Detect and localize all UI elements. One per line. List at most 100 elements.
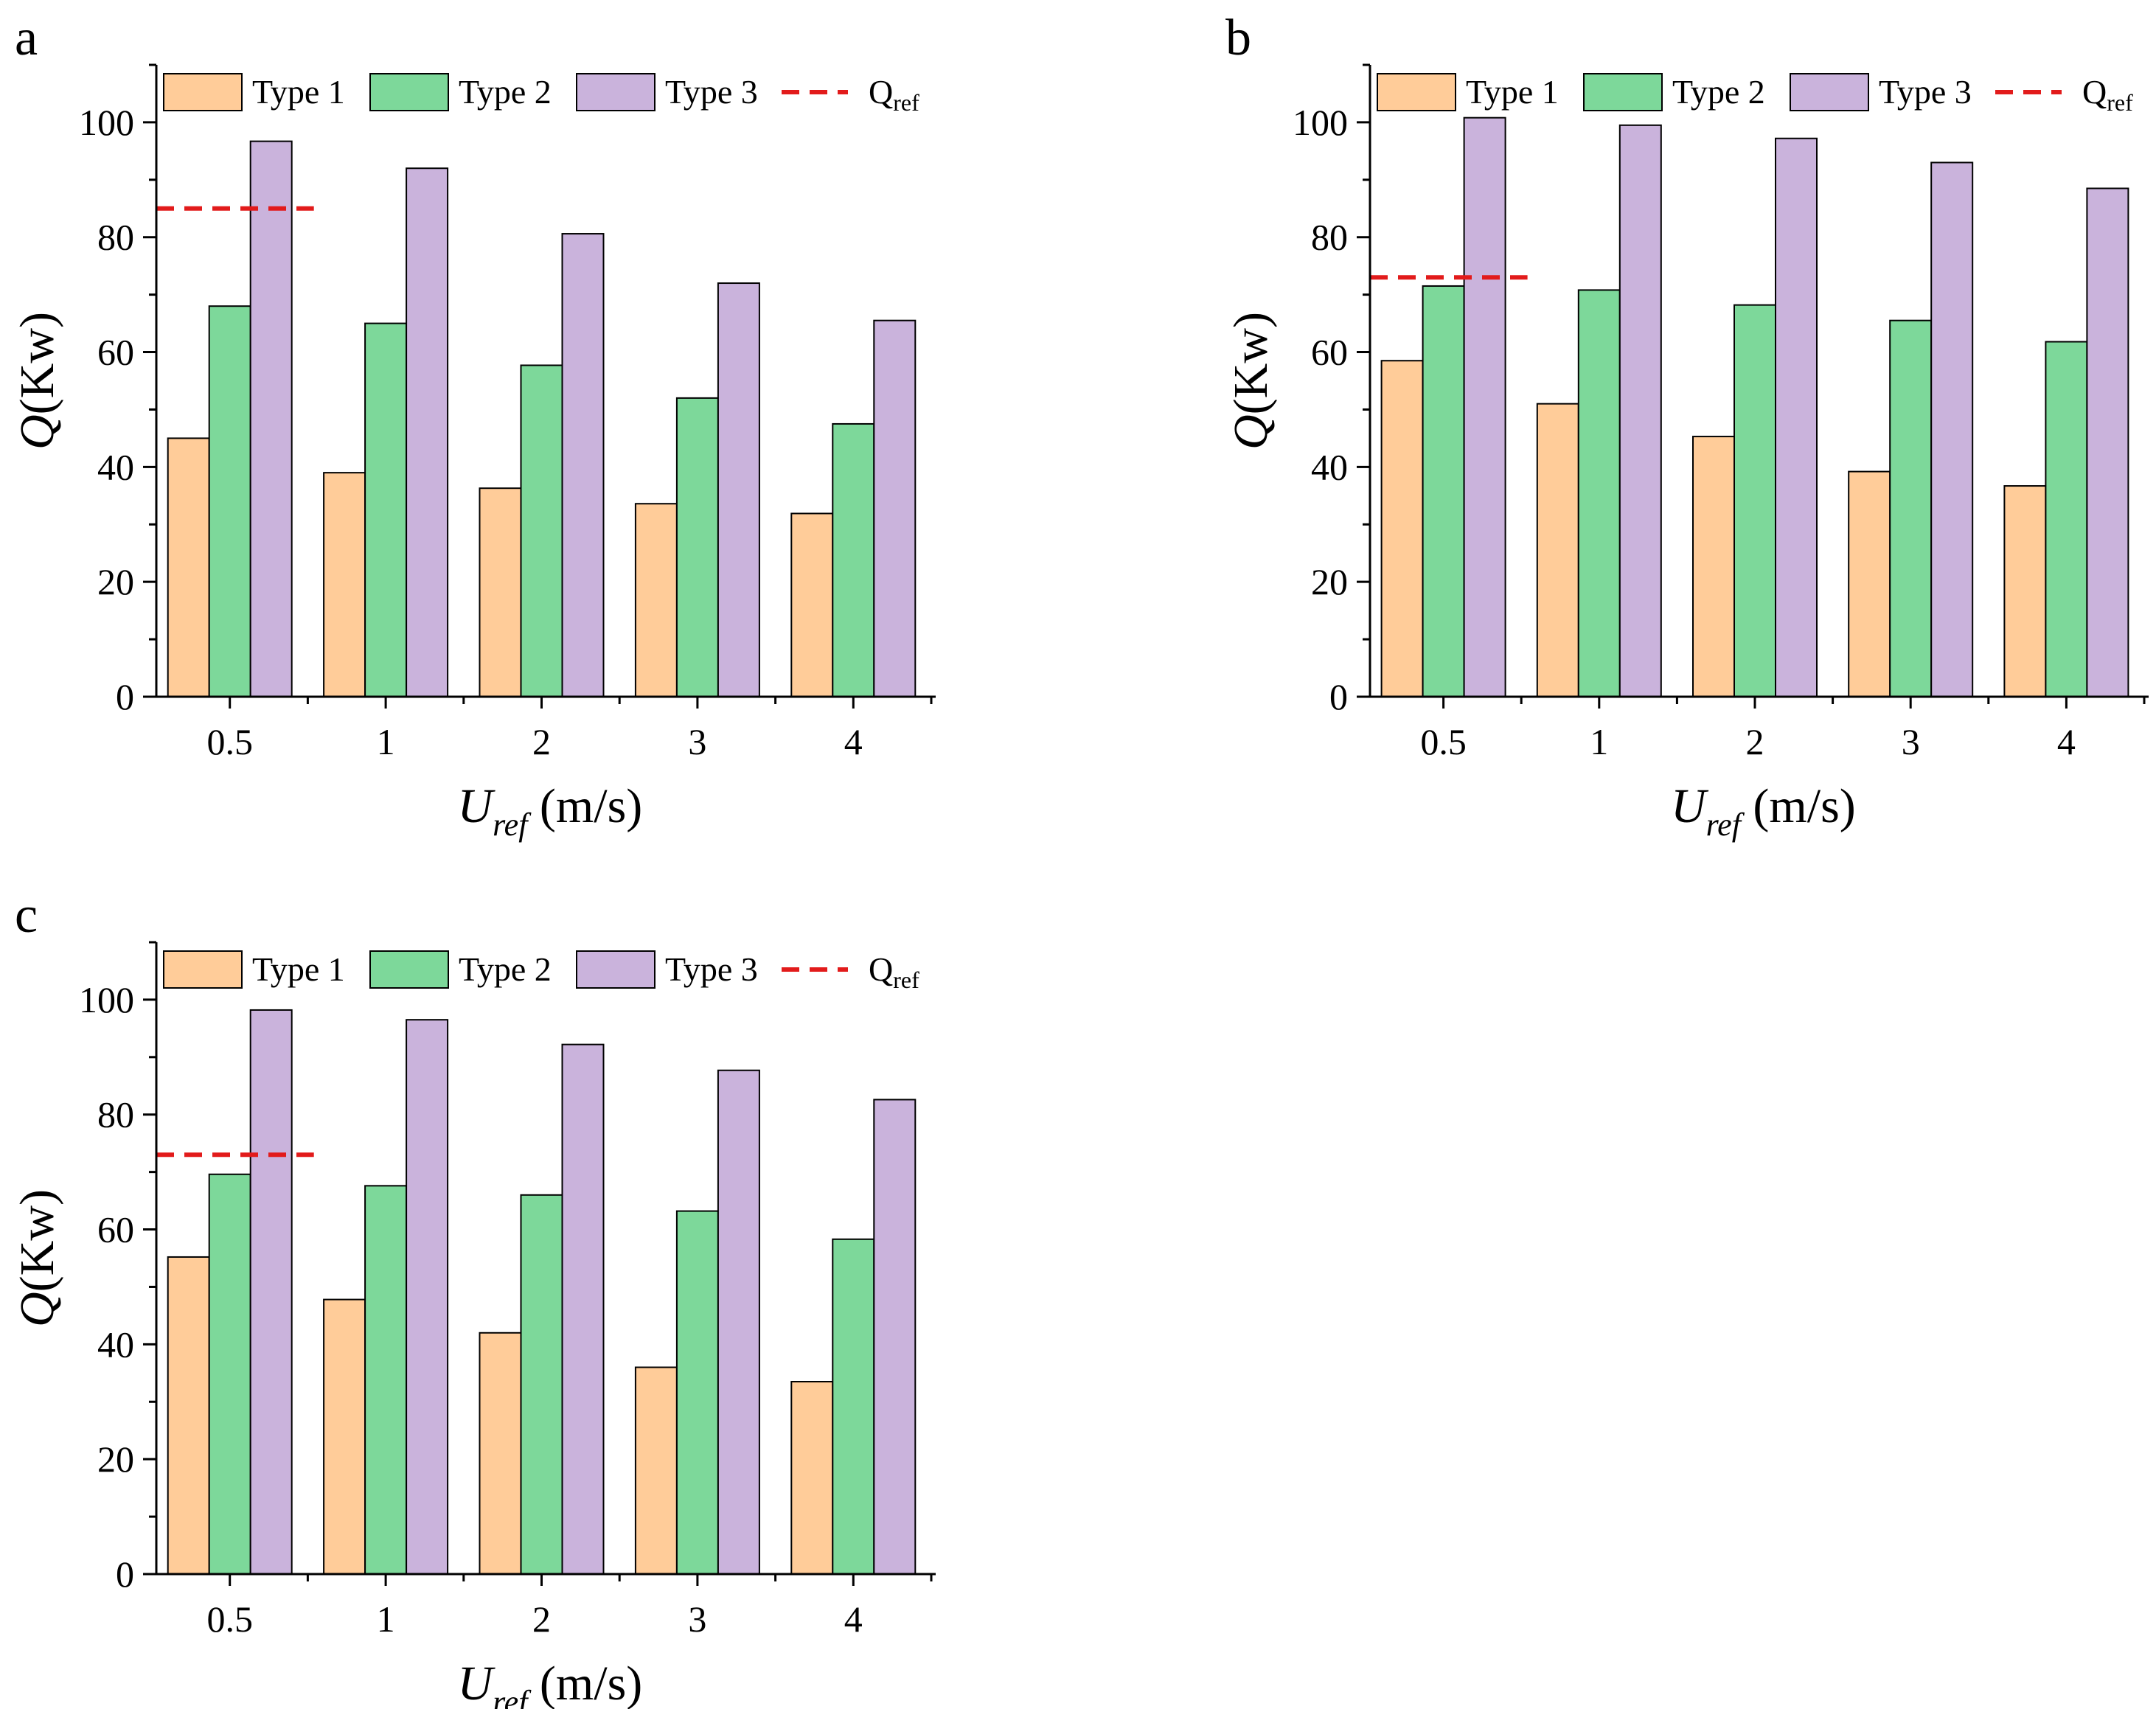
bar-type3-1 bbox=[1618, 124, 1662, 697]
x-tick-label: 1 bbox=[377, 721, 395, 762]
legend-swatch-type1 bbox=[163, 950, 243, 989]
legend-label-type3: Type 3 bbox=[665, 950, 758, 988]
y-tick-label: 100 bbox=[1293, 102, 1348, 143]
bar-type3-2 bbox=[1775, 137, 1818, 697]
bar-type1-3 bbox=[1848, 470, 1891, 697]
bar-type1-4 bbox=[790, 512, 834, 697]
x-tick-label: 0.5 bbox=[206, 1598, 253, 1640]
legend: Type 1 Type 2 Type 3 Qref bbox=[1377, 73, 2133, 116]
y-tick-label: 100 bbox=[79, 979, 134, 1020]
y-axis-label: Q(Kw) bbox=[1224, 312, 1278, 450]
x-axis-label: Uref (m/s) bbox=[458, 779, 643, 843]
legend-swatch-type1 bbox=[1377, 73, 1456, 111]
bar-type3-3 bbox=[717, 282, 760, 697]
x-tick-label: 3 bbox=[1902, 721, 1920, 762]
legend-swatch-type2 bbox=[369, 73, 449, 111]
x-tick-label: 1 bbox=[1590, 721, 1608, 762]
bar-type3-1 bbox=[406, 167, 449, 697]
bar-type1-1 bbox=[323, 472, 366, 697]
bar-type2-1 bbox=[364, 1185, 408, 1576]
y-tick-label: 0 bbox=[116, 676, 134, 717]
bar-type3-0_5 bbox=[1463, 116, 1506, 697]
bar-type2-1 bbox=[364, 322, 408, 697]
y-tick-label: 20 bbox=[97, 1438, 134, 1480]
x-tick-label: 3 bbox=[688, 1598, 706, 1640]
x-tick-label: 0.5 bbox=[1420, 721, 1467, 762]
legend-swatch-type1 bbox=[163, 73, 243, 111]
x-tick-label: 0.5 bbox=[206, 721, 253, 762]
bar-type3-4 bbox=[873, 319, 917, 697]
legend-swatch-type3 bbox=[1790, 73, 1869, 111]
bar-type2-3 bbox=[675, 397, 719, 697]
y-tick-label: 100 bbox=[79, 102, 134, 143]
bar-type3-0_5 bbox=[249, 140, 293, 698]
chart-panel-c: c 0 20 40 60 80 100 0.5 1 2 3 4 Uref (m/s) Q(Kw) Type … bbox=[10, 887, 936, 1709]
panel-letter: c bbox=[15, 887, 38, 944]
bar-type2-2 bbox=[1734, 304, 1776, 698]
y-tick-label: 0 bbox=[1329, 676, 1348, 717]
legend-label-type2: Type 2 bbox=[459, 73, 552, 111]
bar-type2-2 bbox=[520, 1194, 563, 1576]
panel-letter: a bbox=[15, 10, 38, 66]
x-tick-label: 2 bbox=[532, 1598, 551, 1640]
bar-type3-3 bbox=[1930, 161, 1974, 698]
bar-type3-4 bbox=[873, 1099, 917, 1576]
bar-type2-3 bbox=[675, 1210, 719, 1575]
legend-swatch-type2 bbox=[1583, 73, 1663, 111]
y-tick-label: 20 bbox=[97, 561, 134, 602]
legend-label-qref: Qref bbox=[2082, 73, 2133, 116]
bar-type2-2 bbox=[520, 364, 563, 697]
bar-type1-2 bbox=[1692, 436, 1735, 698]
legend-swatch-type2 bbox=[369, 950, 449, 989]
y-tick-label: 60 bbox=[1311, 332, 1348, 373]
y-tick-label: 80 bbox=[1311, 217, 1348, 258]
bar-type1-1 bbox=[1536, 403, 1579, 697]
chart-panel-b: b 0 20 40 60 80 100 0.5 1 2 3 4 Uref (m/s) Q(Kw) Type … bbox=[1224, 10, 2149, 843]
panel-letter: b bbox=[1225, 10, 1251, 66]
y-axis-label: Q(Kw) bbox=[10, 1189, 64, 1327]
y-tick-label: 40 bbox=[97, 1323, 134, 1365]
y-tick-label: 60 bbox=[97, 1209, 134, 1250]
x-tick-label: 2 bbox=[1746, 721, 1764, 762]
bar-type1-3 bbox=[634, 1366, 678, 1575]
y-tick-label: 20 bbox=[1311, 561, 1348, 602]
bar-type1-1 bbox=[323, 1298, 366, 1576]
bar-type1-3 bbox=[634, 503, 678, 697]
y-tick-label: 40 bbox=[1311, 446, 1348, 487]
legend: Type 1 Type 2 Type 3 Qref bbox=[163, 73, 919, 116]
legend-swatch-type3 bbox=[576, 73, 656, 111]
bar-type2-4 bbox=[2045, 341, 2088, 697]
legend-label-type2: Type 2 bbox=[1672, 73, 1765, 111]
x-axis-label: Uref (m/s) bbox=[1671, 779, 1856, 843]
bar-type2-1 bbox=[1577, 289, 1621, 697]
y-axis-label: Q(Kw) bbox=[10, 312, 64, 450]
bar-type1-4 bbox=[790, 1381, 834, 1575]
bar-type2-4 bbox=[832, 422, 875, 697]
bar-type2-4 bbox=[832, 1238, 875, 1576]
bar-type3-2 bbox=[561, 1043, 605, 1576]
x-axis-label: Uref (m/s) bbox=[458, 1657, 643, 1709]
bar-type3-0_5 bbox=[249, 1009, 293, 1575]
bar-type2-0_5 bbox=[1422, 285, 1465, 697]
legend-swatch-type3 bbox=[576, 950, 656, 989]
legend-label-type2: Type 2 bbox=[459, 950, 552, 988]
bar-type3-4 bbox=[2086, 187, 2129, 698]
bar-type1-0_5 bbox=[1380, 360, 1424, 697]
bar-type1-2 bbox=[479, 1332, 522, 1576]
bar-type1-0_5 bbox=[167, 437, 210, 698]
legend-label-qref: Qref bbox=[869, 950, 919, 993]
x-tick-label: 4 bbox=[844, 721, 863, 762]
x-tick-label: 2 bbox=[532, 721, 551, 762]
bar-type1-2 bbox=[479, 487, 522, 697]
bar-type1-4 bbox=[2003, 485, 2047, 697]
x-tick-label: 3 bbox=[688, 721, 706, 762]
bar-type3-2 bbox=[561, 233, 605, 697]
legend-label-type1: Type 1 bbox=[252, 950, 345, 988]
legend: Type 1 Type 2 Type 3 Qref bbox=[163, 950, 919, 993]
bar-type2-0_5 bbox=[208, 1173, 251, 1575]
chart-panel-a: a 0 20 40 60 80 100 0.5 1 2 3 4 Uref (m/s) Q(Kw) Type … bbox=[10, 10, 936, 843]
y-tick-label: 40 bbox=[97, 446, 134, 487]
y-tick-label: 80 bbox=[97, 217, 134, 258]
bar-type1-0_5 bbox=[167, 1256, 210, 1575]
